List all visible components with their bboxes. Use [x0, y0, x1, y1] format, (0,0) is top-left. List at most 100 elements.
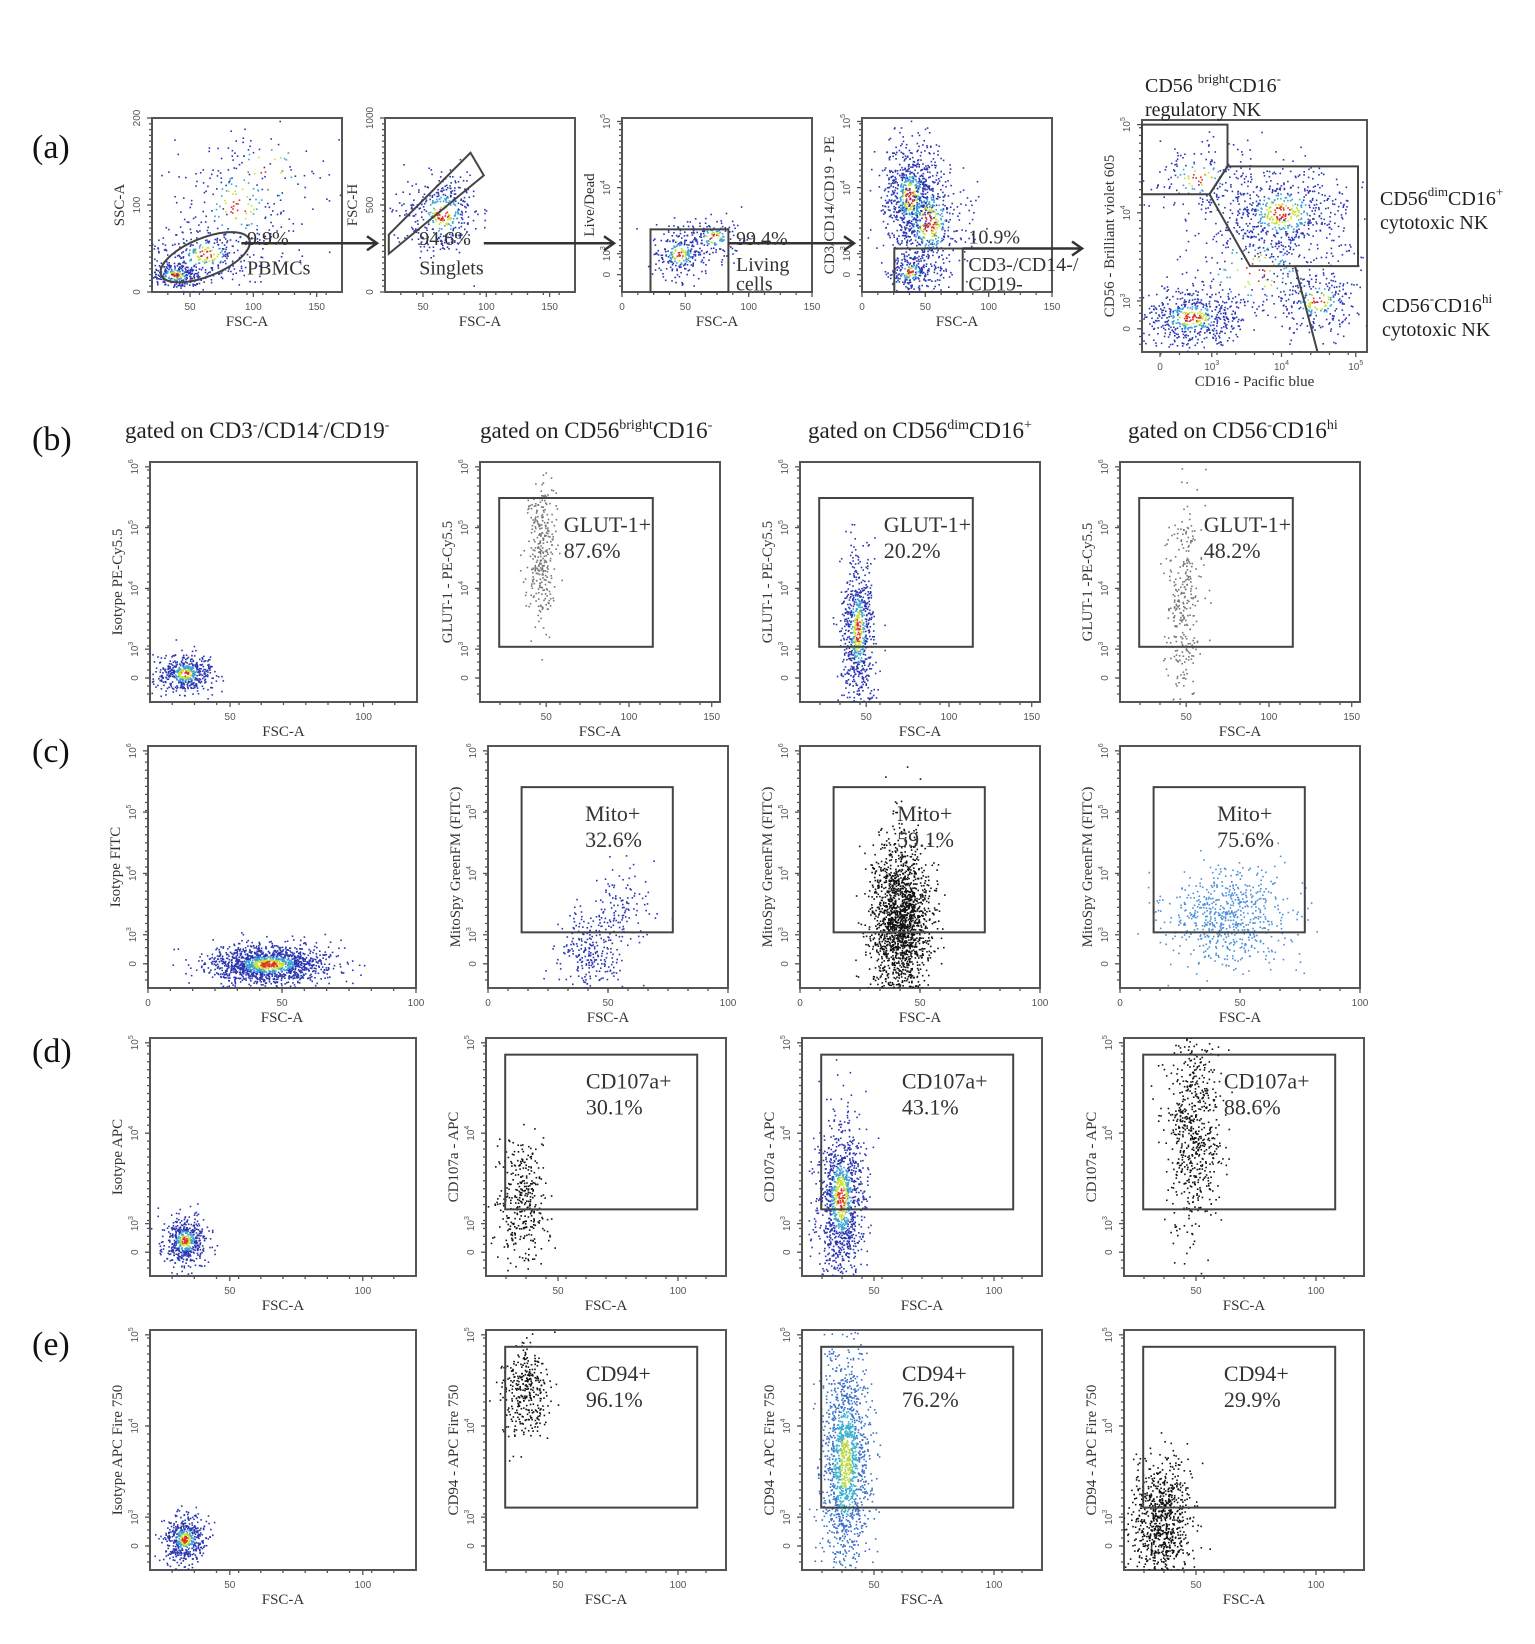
event-dot — [927, 253, 929, 256]
event-dot — [930, 249, 933, 252]
event-dot — [1259, 187, 1262, 189]
event-dot — [279, 157, 282, 159]
event-dot — [1294, 175, 1297, 178]
event-dot — [883, 213, 885, 215]
event-dot — [1290, 311, 1293, 314]
event-dot — [1299, 324, 1302, 327]
event-dot — [1230, 184, 1232, 186]
event-dot — [909, 184, 912, 186]
event-dot — [924, 224, 927, 227]
event-dot — [1172, 312, 1174, 314]
event-dot — [168, 275, 171, 278]
event-dot — [1153, 339, 1155, 341]
event-dot — [965, 230, 967, 232]
event-dot — [1270, 210, 1272, 213]
event-dot — [1292, 204, 1294, 207]
event-dot — [206, 241, 209, 243]
event-dot — [922, 201, 925, 203]
event-dot — [427, 221, 430, 224]
event-dot — [997, 290, 999, 292]
event-dot — [888, 157, 891, 159]
event-dot — [1315, 230, 1318, 232]
event-dot — [425, 227, 428, 229]
event-dot — [182, 251, 185, 253]
event-dot — [674, 248, 676, 251]
event-dot — [932, 254, 934, 257]
event-dot — [1172, 295, 1174, 298]
event-dot — [1200, 181, 1202, 184]
event-dot — [174, 267, 176, 269]
event-dot — [915, 175, 917, 178]
event-dot — [896, 229, 899, 232]
event-dot — [174, 272, 177, 274]
event-dot — [1168, 333, 1171, 336]
event-dot — [665, 268, 668, 270]
event-dot — [905, 199, 908, 202]
event-dot — [1292, 270, 1294, 272]
event-dot — [922, 163, 924, 165]
event-dot — [881, 169, 884, 172]
event-dot — [185, 271, 188, 273]
event-dot — [1276, 275, 1279, 278]
event-dot — [1181, 291, 1184, 294]
event-dot — [1292, 332, 1295, 334]
event-dot — [1201, 317, 1204, 320]
event-dot — [1294, 243, 1296, 245]
event-dot — [1268, 225, 1270, 227]
event-dot — [911, 242, 914, 244]
event-dot — [915, 217, 918, 220]
event-dot — [930, 218, 933, 220]
event-dot — [1269, 185, 1271, 188]
event-dot — [682, 225, 685, 228]
event-dot — [424, 185, 426, 188]
event-dot — [156, 278, 158, 280]
event-dot — [253, 172, 256, 175]
event-dot — [917, 237, 920, 239]
event-dot — [1155, 345, 1158, 347]
event-dot — [1172, 317, 1174, 319]
event-dot — [168, 262, 170, 264]
event-dot — [893, 182, 895, 185]
event-dot — [1214, 151, 1217, 153]
event-dot — [1177, 313, 1180, 315]
event-dot — [1296, 207, 1298, 210]
event-dot — [179, 255, 181, 258]
event-dot — [1198, 315, 1201, 317]
event-dot — [1164, 321, 1167, 323]
event-dot — [1303, 224, 1306, 227]
event-dot — [201, 246, 204, 249]
event-dot — [896, 181, 898, 184]
event-dot — [931, 206, 934, 208]
event-dot — [218, 215, 220, 218]
event-dot — [222, 255, 225, 257]
event-dot — [917, 182, 919, 184]
event-dot — [917, 210, 919, 213]
event-dot — [708, 225, 710, 227]
event-dot — [942, 250, 944, 252]
event-dot — [922, 212, 925, 214]
event-dot — [207, 271, 210, 274]
event-dot — [1288, 224, 1290, 227]
event-dot — [398, 241, 401, 243]
event-dot — [654, 244, 657, 246]
event-dot — [903, 283, 905, 286]
event-dot — [445, 234, 447, 236]
event-dot — [681, 281, 683, 284]
event-dot — [1268, 198, 1271, 200]
event-dot — [1249, 168, 1251, 170]
event-dot — [1237, 191, 1239, 193]
event-dot — [667, 231, 670, 233]
event-dot — [175, 286, 178, 288]
event-dot — [1242, 250, 1244, 253]
event-dot — [1294, 203, 1297, 205]
event-dot — [1184, 305, 1186, 308]
event-dot — [671, 280, 673, 282]
event-dot — [1226, 276, 1229, 279]
event-dot — [1254, 214, 1257, 217]
event-dot — [1179, 174, 1182, 176]
event-dot — [1308, 315, 1311, 317]
event-dot — [179, 226, 182, 228]
event-dot — [916, 198, 919, 200]
event-dot — [411, 206, 413, 208]
